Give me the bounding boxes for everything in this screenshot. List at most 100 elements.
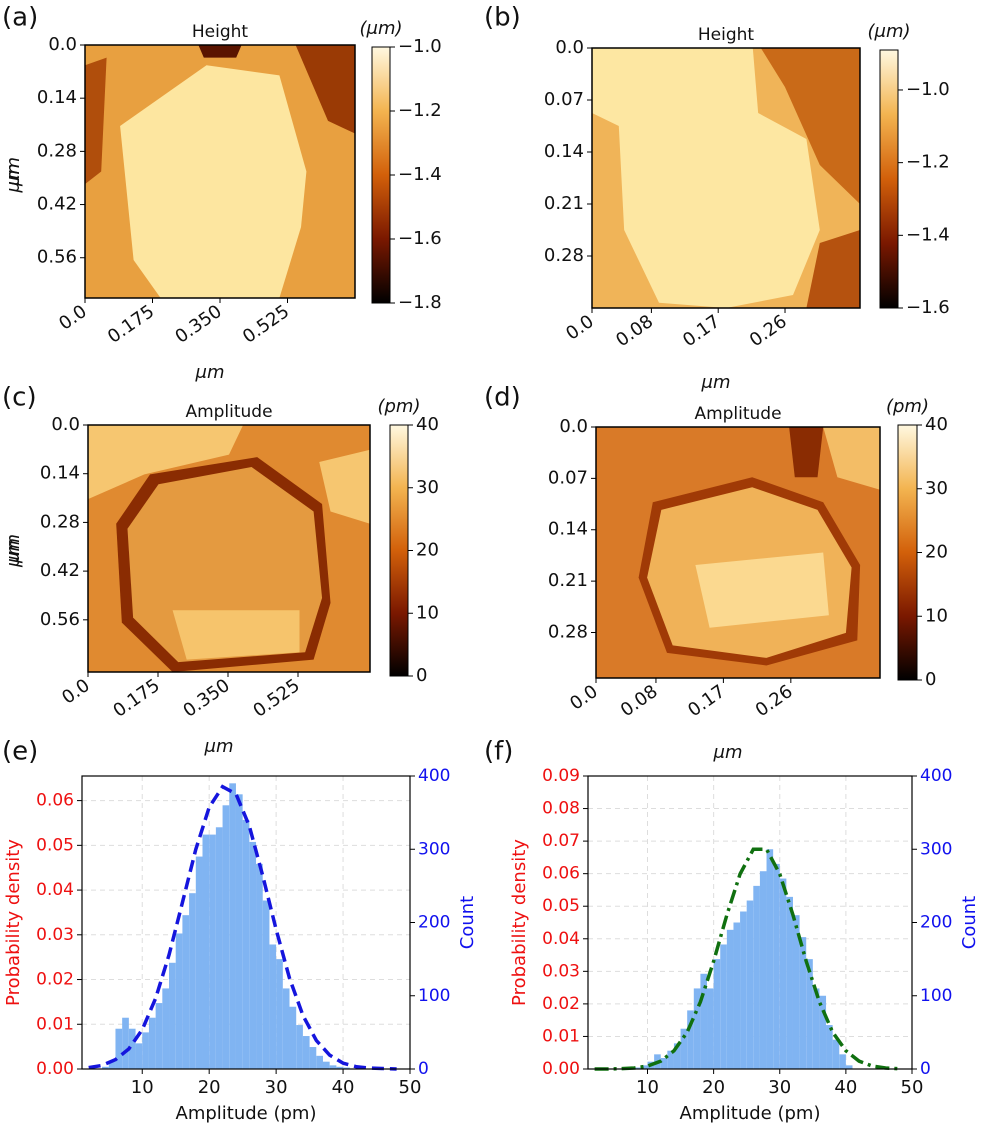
histogram-bar xyxy=(832,1039,840,1069)
image-region xyxy=(172,610,300,660)
histogram-bar xyxy=(189,893,196,1069)
panel-label: (b) xyxy=(484,3,521,33)
x-tick-label: 0.08 xyxy=(612,311,657,351)
y-tick-label: 0.14 xyxy=(548,519,588,540)
histogram-bar xyxy=(660,1058,668,1069)
histogram-bar xyxy=(195,856,203,1069)
histogram-bar xyxy=(336,1066,344,1069)
plot-title: Height xyxy=(192,22,249,42)
y-tick-label: 0.56 xyxy=(37,247,77,268)
image-region xyxy=(319,449,370,524)
colorbar-tick-label: 30 xyxy=(416,477,439,498)
histogram-bar xyxy=(128,1028,136,1069)
colorbar xyxy=(371,46,391,304)
y-tick-label: 0.06 xyxy=(542,864,580,884)
image-region xyxy=(695,552,829,628)
y-tick-label: 0.02 xyxy=(36,970,74,990)
histogram-bar xyxy=(276,959,283,1069)
histogram-bar xyxy=(700,973,708,1069)
histogram-bar xyxy=(122,1017,129,1069)
y-tick-label: 0.0 xyxy=(51,414,80,435)
y-tick-label: 0.02 xyxy=(542,994,580,1014)
x-tick-label: 40 xyxy=(834,1077,857,1098)
histogram-bar xyxy=(202,834,210,1069)
histogram-bar xyxy=(786,896,793,1069)
histogram-bar xyxy=(108,1061,116,1069)
histogram-bar xyxy=(262,900,270,1069)
y2-tick-label: 0 xyxy=(920,1059,931,1079)
histogram-bar xyxy=(222,805,230,1069)
y2-tick-label: 100 xyxy=(418,986,450,1006)
histogram-bar xyxy=(229,783,236,1069)
histogram-bar xyxy=(302,1036,310,1069)
histogram-bar xyxy=(102,1066,109,1069)
histogram-bar xyxy=(713,959,721,1069)
histogram-bar xyxy=(746,900,754,1069)
histogram-bar xyxy=(733,922,741,1069)
colorbar-tick-label: 30 xyxy=(925,478,948,499)
histogram-bar xyxy=(799,937,807,1069)
y-axis-label: μm xyxy=(3,538,24,568)
y-tick-label: 0.07 xyxy=(544,89,584,110)
y-tick-label: 0.04 xyxy=(542,929,580,949)
x-tick-label: 30 xyxy=(265,1077,288,1098)
colorbar xyxy=(879,49,899,309)
x-axis-label: μm xyxy=(701,372,731,393)
x-tick-label: 0.0 xyxy=(55,301,91,335)
image-frame xyxy=(87,424,371,673)
histogram-bar xyxy=(175,933,183,1069)
colorbar-tick-label: 0 xyxy=(925,669,936,690)
y-tick-label: 0.06 xyxy=(36,791,74,811)
colorbar-label: (pm) xyxy=(377,396,420,417)
x-tick-label: 0.0 xyxy=(566,681,602,715)
colorbar-tick-label: 0 xyxy=(416,665,427,686)
histogram-bar xyxy=(162,988,170,1069)
image-region xyxy=(295,45,355,134)
colorbar-tick-label: −1.8 xyxy=(398,292,442,313)
histogram-bar xyxy=(707,988,714,1069)
y-axis-label: μm xyxy=(3,157,24,187)
y2-tick-label: 300 xyxy=(418,839,450,859)
histogram-bar xyxy=(169,962,176,1069)
y-tick-label: 0.28 xyxy=(544,245,584,266)
y-axis-label: μm xyxy=(3,534,24,564)
colorbar-tick-label: −1.6 xyxy=(906,297,950,318)
x-tick-label: 0.17 xyxy=(679,311,724,351)
y-tick-label: 0.00 xyxy=(542,1059,580,1079)
histogram-bar xyxy=(693,988,701,1069)
histogram-bar xyxy=(242,819,250,1069)
colorbar-label: (μm) xyxy=(867,21,910,42)
x-tick-label: 50 xyxy=(399,1077,422,1098)
y2-tick-label: 400 xyxy=(920,766,952,786)
plot-frame xyxy=(81,775,411,1070)
panel-label: (e) xyxy=(2,737,38,767)
panel-label: (d) xyxy=(484,383,521,413)
y-tick-label: 0.0 xyxy=(559,416,588,437)
histogram-bar xyxy=(812,988,820,1069)
colorbar-label: (μm) xyxy=(359,18,402,39)
histogram-bar xyxy=(687,1010,694,1069)
histogram-bar xyxy=(845,1065,853,1069)
y-tick-label: 0.03 xyxy=(542,961,580,981)
histogram-bar xyxy=(329,1065,337,1069)
histogram-bar xyxy=(215,827,223,1069)
y2-tick-label: 400 xyxy=(418,766,450,786)
y-axis-label: Probability density xyxy=(3,839,24,1006)
x-tick-label: 0.350 xyxy=(179,675,233,722)
histogram-bar xyxy=(148,1017,156,1069)
y2-axis-label: Count xyxy=(457,896,478,949)
x-tick-label: 0.525 xyxy=(249,675,303,722)
image-region xyxy=(823,427,880,490)
colorbar-tick-label: 40 xyxy=(416,414,439,435)
x-axis-label: Amplitude (pm) xyxy=(680,1103,821,1124)
y-tick-label: 0.28 xyxy=(548,621,588,642)
x-tick-label: 40 xyxy=(332,1077,355,1098)
colorbar-tick-label: 20 xyxy=(416,540,439,561)
y-tick-label: 0.28 xyxy=(40,511,80,532)
histogram-bar xyxy=(155,1003,163,1069)
colorbar-tick-label: −1.4 xyxy=(906,224,950,245)
y-tick-label: 0.00 xyxy=(36,1059,74,1079)
colorbar xyxy=(897,424,918,681)
colorbar-tick-label: 40 xyxy=(925,414,948,435)
